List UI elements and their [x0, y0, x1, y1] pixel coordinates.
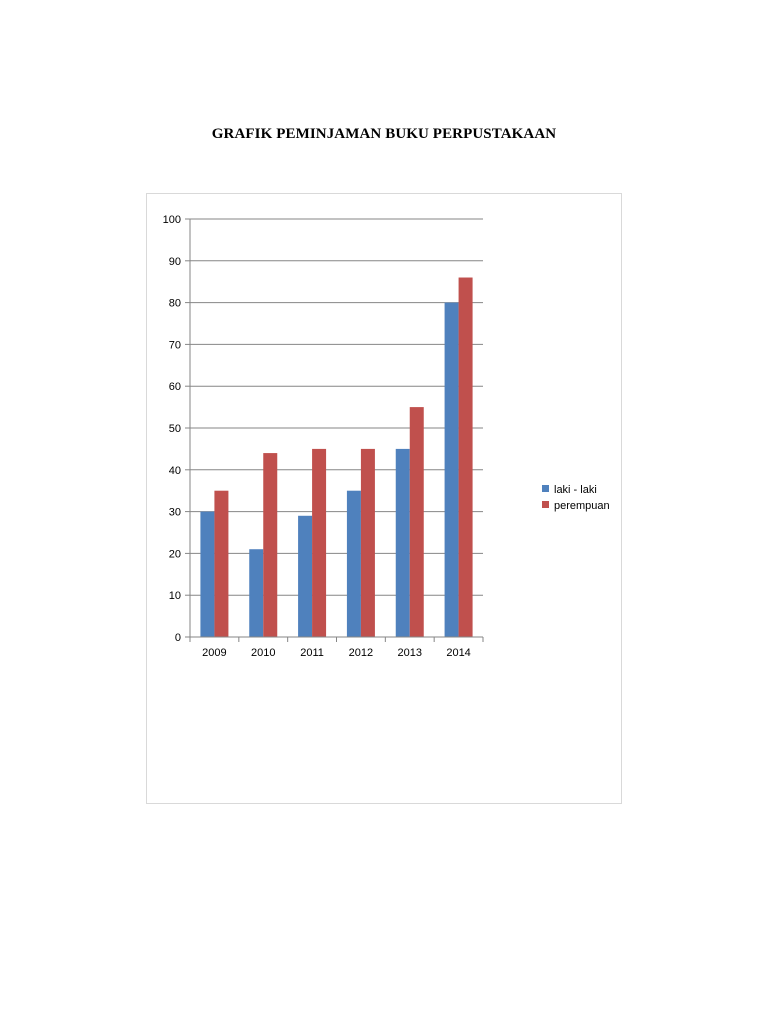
y-tick-label: 40 — [169, 465, 181, 477]
x-tick-label: 2009 — [202, 647, 226, 659]
bar-chart: 0 10 20 30 40 50 60 70 80 90 100 2009 2010 2011 2012 20… — [163, 214, 610, 659]
bar-perempuan — [263, 453, 278, 637]
y-tick-label: 0 — [175, 632, 181, 644]
legend-swatch — [542, 501, 549, 508]
x-tick-label: 2011 — [300, 647, 324, 659]
x-tick-label: 2010 — [251, 647, 275, 659]
y-tick-label: 50 — [169, 423, 181, 435]
bar-laki-laki — [395, 448, 410, 637]
legend: laki - laki perempuan — [542, 484, 610, 512]
axes: 0 10 20 30 40 50 60 70 80 90 100 2009 2010 2011 2012 20… — [163, 214, 484, 659]
bar-perempuan — [458, 277, 473, 637]
bar-perempuan — [360, 448, 375, 637]
bar-laki-laki — [346, 490, 361, 637]
y-tick-label: 80 — [169, 298, 181, 310]
x-tick-label: 2012 — [349, 647, 373, 659]
legend-swatch — [542, 485, 549, 492]
x-tick-label: 2014 — [446, 647, 470, 659]
bar-laki-laki — [200, 511, 215, 637]
legend-label: laki - laki — [554, 484, 597, 496]
bar-perempuan — [214, 490, 229, 637]
bars — [200, 277, 473, 637]
y-tick-label: 20 — [169, 548, 181, 560]
y-tick-label: 70 — [169, 339, 181, 351]
y-tick-label: 100 — [163, 214, 181, 226]
bar-laki-laki — [444, 302, 459, 637]
bar-perempuan — [312, 448, 327, 637]
x-tick-label: 2013 — [398, 647, 422, 659]
page-title: GRAFIK PEMINJAMAN BUKU PERPUSTAKAAN — [211, 126, 557, 142]
y-tick-label: 30 — [169, 507, 181, 519]
legend-label: perempuan — [554, 500, 610, 512]
y-tick-label: 90 — [169, 256, 181, 268]
y-tick-label: 60 — [169, 381, 181, 393]
bar-laki-laki — [298, 515, 313, 637]
gridlines — [190, 218, 483, 596]
y-tick-label: 10 — [169, 590, 181, 602]
bar-perempuan — [409, 407, 424, 637]
bar-laki-laki — [249, 549, 264, 637]
